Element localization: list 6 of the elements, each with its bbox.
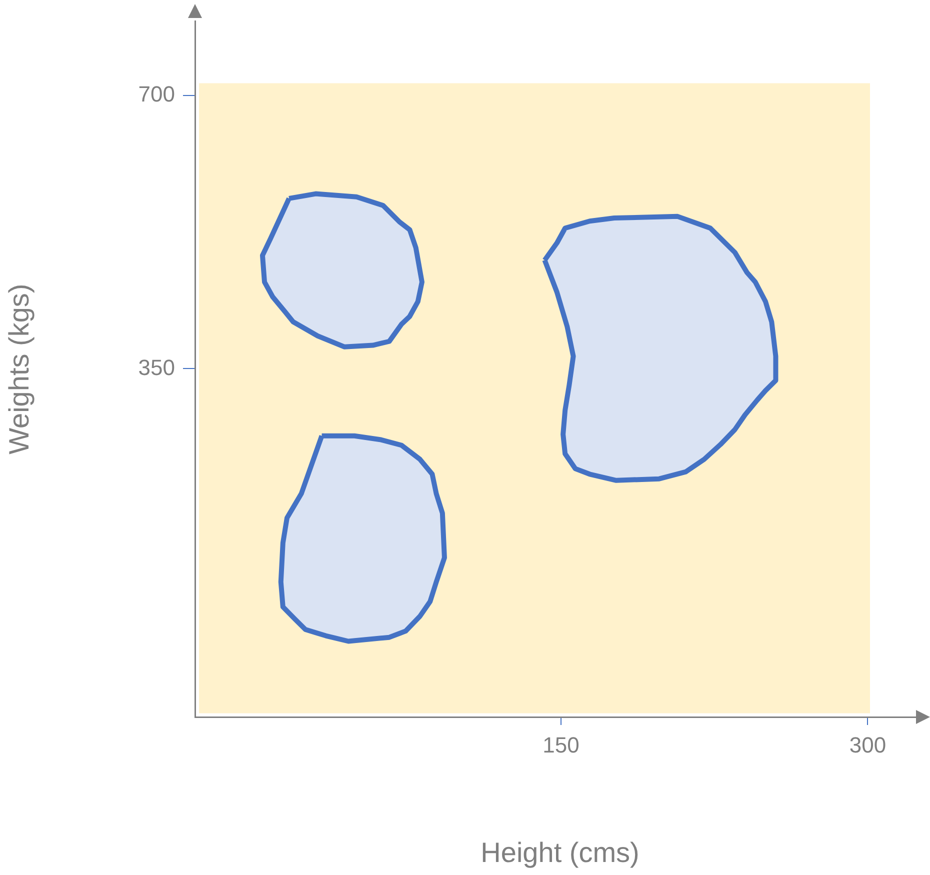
x-tick-label: 300	[849, 732, 886, 758]
y-tick-label: 700	[138, 81, 175, 106]
x-tick-label: 150	[542, 732, 580, 758]
y-axis-title: Weights (kgs)	[4, 284, 35, 454]
x-axis-title: Height (cms)	[480, 836, 640, 868]
y-tick-label: 350	[138, 354, 175, 380]
